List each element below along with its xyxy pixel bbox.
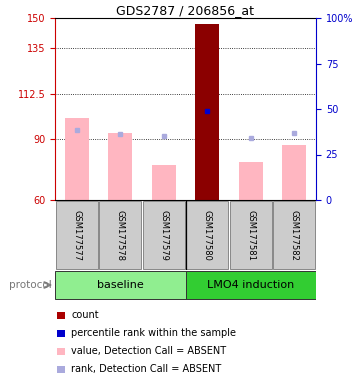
Text: rank, Detection Call = ABSENT: rank, Detection Call = ABSENT — [71, 364, 222, 374]
Text: GSM177578: GSM177578 — [116, 210, 125, 260]
Text: GSM177581: GSM177581 — [246, 210, 255, 260]
Bar — [239, 162, 263, 200]
Bar — [108, 133, 132, 200]
Text: GSM177582: GSM177582 — [290, 210, 299, 260]
Text: GSM177577: GSM177577 — [72, 210, 81, 260]
FancyBboxPatch shape — [230, 201, 271, 269]
Bar — [195, 24, 219, 200]
FancyBboxPatch shape — [55, 271, 186, 300]
FancyBboxPatch shape — [56, 201, 97, 269]
Title: GDS2787 / 206856_at: GDS2787 / 206856_at — [117, 4, 255, 17]
Text: value, Detection Call = ABSENT: value, Detection Call = ABSENT — [71, 346, 227, 356]
Text: GSM177579: GSM177579 — [159, 210, 168, 260]
FancyBboxPatch shape — [186, 271, 316, 300]
Text: percentile rank within the sample: percentile rank within the sample — [71, 328, 236, 338]
Bar — [65, 118, 89, 200]
Text: GSM177580: GSM177580 — [203, 210, 212, 260]
Text: count: count — [71, 310, 99, 320]
Bar — [282, 146, 306, 200]
Text: protocol: protocol — [9, 280, 51, 290]
Text: LMO4 induction: LMO4 induction — [207, 280, 294, 290]
FancyBboxPatch shape — [273, 201, 315, 269]
Bar — [152, 165, 176, 200]
FancyBboxPatch shape — [143, 201, 184, 269]
Text: baseline: baseline — [97, 280, 144, 290]
FancyBboxPatch shape — [99, 201, 141, 269]
FancyBboxPatch shape — [186, 201, 228, 269]
